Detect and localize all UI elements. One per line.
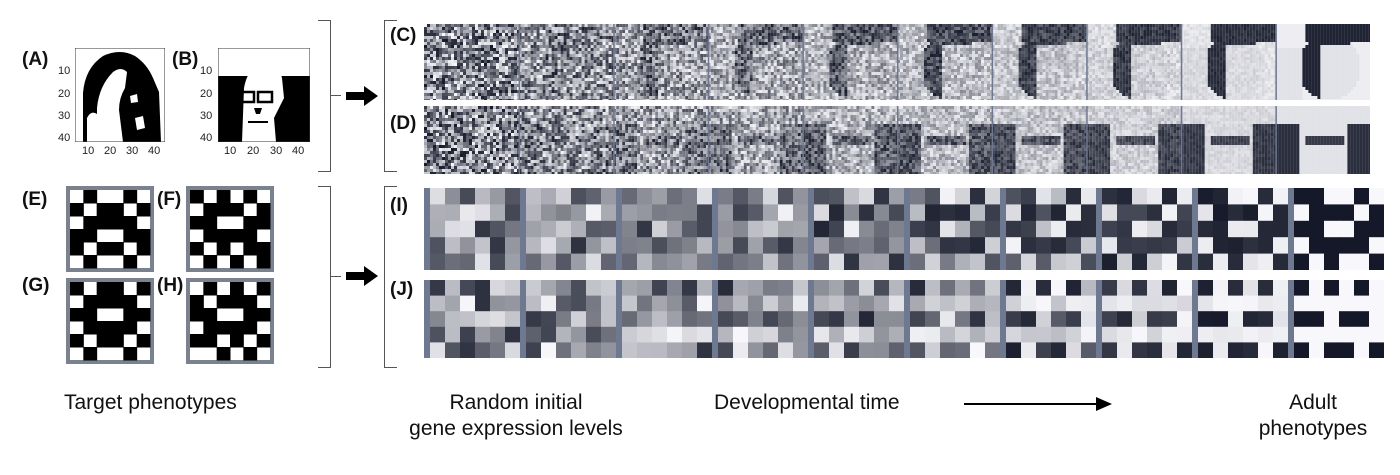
bracket-top: [318, 20, 331, 172]
axis-a-y-tick: 40: [58, 132, 71, 144]
caption-adult-line2: phenotypes: [1258, 417, 1368, 441]
axis-b-x-tick: 10: [224, 145, 237, 157]
right-arrow-icon: [346, 86, 378, 111]
caption-random-initial: Random initial gene expression levels: [386, 390, 646, 443]
panel-label-a: (A): [22, 49, 49, 70]
development-strip-i: [424, 188, 1384, 270]
axis-b-x-tick: 20: [247, 145, 260, 157]
bracket-bottom-tick: [331, 276, 341, 277]
caption-target-phenotypes: Target phenotypes: [64, 391, 237, 414]
target-glyph-e: [66, 186, 154, 277]
right-arrow-icon: [346, 266, 378, 291]
target-glyph-h: [186, 278, 274, 369]
axis-a-y-tick: 10: [58, 65, 71, 77]
time-arrow-icon: [964, 394, 1114, 419]
caption-adult-phenotypes: Adult phenotypes: [1228, 390, 1398, 443]
axis-a-x-tick: 20: [104, 145, 117, 157]
axis-b-y-tick: 20: [200, 88, 213, 100]
panel-label-e: (E): [22, 189, 48, 210]
caption-random-line2: gene expression levels: [409, 417, 623, 441]
development-strip-j: [424, 280, 1384, 358]
panel-label-j: (J): [390, 279, 414, 300]
panel-label-h: (H): [157, 275, 184, 296]
panel-label-g: (G): [22, 275, 50, 296]
development-strip-d: [424, 106, 1370, 174]
bracket-bottom: [318, 186, 331, 368]
bracket-right-bottom: [384, 186, 397, 368]
panel-label-f: (F): [157, 189, 182, 210]
panel-label-i: (I): [390, 195, 408, 216]
axis-a-x-tick: 30: [126, 145, 139, 157]
caption-random-line1: Random initial: [449, 391, 583, 414]
axis-b-y-tick: 30: [200, 110, 213, 122]
face-a-illustration: [74, 47, 166, 143]
target-glyph-g: [66, 278, 154, 369]
panel-label-d: (D): [390, 113, 417, 134]
axis-a-x-tick: 10: [82, 145, 95, 157]
axis-a-x-tick: 40: [148, 145, 161, 157]
target-glyph-f: [186, 186, 274, 277]
face-b-illustration: [217, 47, 311, 143]
axis-a-y-tick: 20: [58, 88, 71, 100]
axis-a-y-tick: 30: [58, 110, 71, 122]
caption-adult-line1: Adult: [1289, 391, 1337, 414]
panel-label-c: (C): [390, 25, 417, 46]
development-strip-c: [424, 24, 1370, 100]
axis-b-x-tick: 40: [292, 145, 305, 157]
target-image-b: [217, 47, 311, 143]
target-image-a: [74, 47, 166, 143]
axis-b-x-tick: 30: [270, 145, 283, 157]
panel-label-b: (B): [172, 49, 199, 70]
caption-developmental-time: Developmental time: [714, 391, 900, 414]
bracket-top-tick: [331, 95, 341, 96]
bracket-right-top: [384, 20, 397, 172]
axis-b-y-tick: 40: [200, 132, 213, 144]
axis-b-y-tick: 10: [200, 65, 213, 77]
